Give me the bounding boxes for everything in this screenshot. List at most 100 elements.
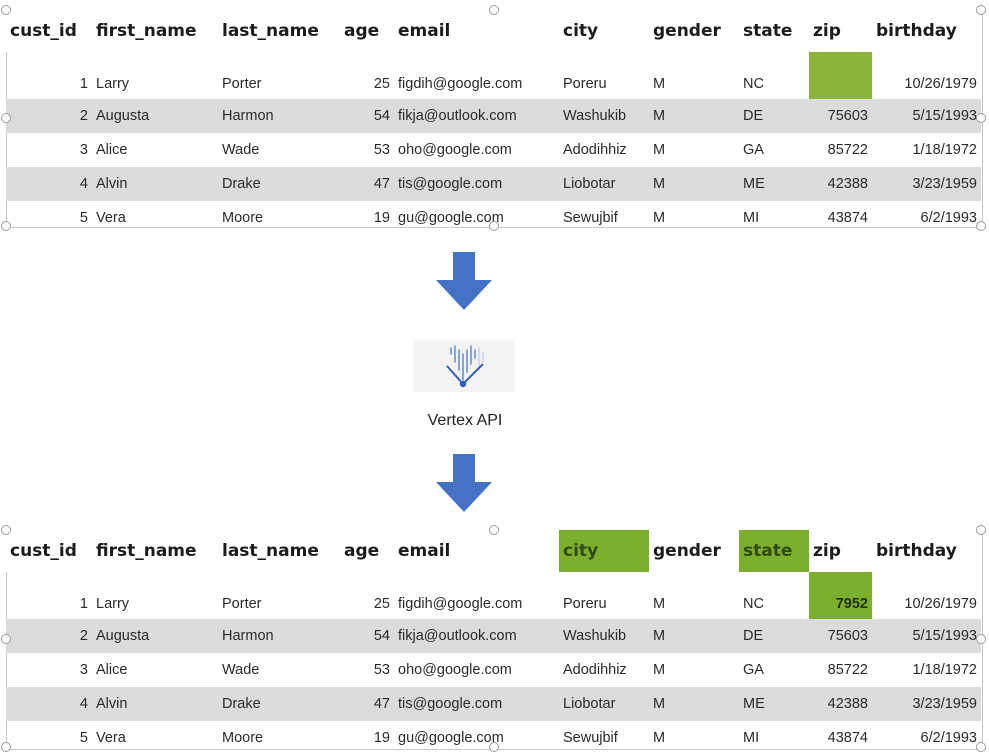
header-first-name: first_name [92, 10, 218, 52]
cell-last-name: Moore [222, 730, 264, 746]
cell-age: 19 [373, 730, 390, 746]
cell-age: 25 [373, 76, 390, 92]
table-row: 1 Larry Porter 25 figdih@google.com Pore… [6, 52, 981, 99]
cell-state: ME [739, 167, 809, 201]
header-birthday: birthday [872, 530, 981, 572]
header-cust-id: cust_id [6, 10, 92, 52]
cell-age: 47 [340, 167, 394, 201]
cell-city: Washukib [559, 99, 649, 133]
cell-zip: 85722 [827, 662, 868, 678]
selection-handle[interactable] [489, 742, 499, 752]
cell-gender: M [649, 167, 739, 201]
selection-handle[interactable] [1, 221, 11, 231]
table-row: 2 Augusta Harmon 54 fikja@outlook.com Wa… [6, 619, 981, 653]
cell-last-name: Wade [222, 142, 260, 158]
selection-handle[interactable] [489, 221, 499, 231]
vertex-api-label: Vertex API [427, 412, 503, 429]
selection-handle[interactable] [1, 634, 11, 644]
cell-gender: M [653, 142, 666, 158]
cell-last-name: Harmon [218, 619, 340, 653]
cell-last-name: Porter [222, 596, 262, 612]
selection-handle[interactable] [489, 525, 499, 535]
cell-age: 25 [373, 596, 390, 612]
cell-email: oho@google.com [398, 662, 512, 678]
cell-age: 47 [340, 687, 394, 721]
cell-first-name: Vera [96, 210, 126, 226]
selection-handle[interactable] [1, 113, 11, 123]
cell-state: GA [743, 662, 764, 678]
header-gender: gender [649, 10, 739, 52]
output-table: cust_id first_name last_name age email c… [6, 530, 981, 755]
cell-state: MI [743, 210, 760, 226]
cell-state: NC [743, 76, 764, 92]
cell-email: oho@google.com [398, 142, 512, 158]
cell-city: Adodihhiz [563, 662, 627, 678]
header-gender: gender [649, 530, 739, 572]
cell-gender: M [653, 596, 666, 612]
header-birthday: birthday [872, 10, 981, 52]
cell-email: tis@google.com [394, 167, 559, 201]
selection-handle[interactable] [1, 525, 11, 535]
cell-last-name: Porter [222, 76, 262, 92]
cell-zip: 75603 [809, 619, 872, 653]
header-row: cust_id first_name last_name age email c… [6, 530, 981, 572]
input-table: cust_id first_name last_name age email c… [6, 10, 981, 235]
cell-email: figdih@google.com [398, 76, 523, 92]
header-zip: zip [809, 530, 872, 572]
cell-zip-imputed: 7952 [809, 572, 872, 619]
cell-cust-id: 3 [79, 662, 88, 678]
cell-gender: M [653, 730, 666, 746]
cell-last-name: Moore [222, 210, 264, 226]
selection-handle[interactable] [976, 634, 986, 644]
cell-cust-id: 2 [6, 99, 92, 133]
cell-first-name: Alvin [92, 167, 218, 201]
table-row: 5 Vera Moore 19 gu@google.com Sewujbif M… [6, 721, 981, 755]
cell-birthday: 10/26/1979 [904, 76, 977, 92]
cell-zip: 43874 [827, 210, 868, 226]
header-email: email [394, 10, 559, 52]
down-arrow-icon [436, 252, 492, 310]
table-row: 5 Vera Moore 19 gu@google.com Sewujbif M… [6, 201, 981, 235]
cell-city: Poreru [563, 596, 607, 612]
cell-birthday: 5/15/1993 [872, 99, 981, 133]
selection-handle[interactable] [976, 525, 986, 535]
cell-city: Poreru [563, 76, 607, 92]
header-row: cust_id first_name last_name age email c… [6, 10, 981, 52]
header-zip: zip [809, 10, 872, 52]
cell-cust-id: 1 [79, 596, 88, 612]
down-arrow-icon [436, 454, 492, 512]
cell-city: Sewujbif [563, 730, 618, 746]
vertex-ai-icon [413, 340, 515, 392]
cell-last-name: Drake [218, 687, 340, 721]
cell-gender: M [653, 210, 666, 226]
cell-first-name: Alvin [92, 687, 218, 721]
cell-cust-id: 1 [79, 76, 88, 92]
table-row: 3 Alice Wade 53 oho@google.com Adodihhiz… [6, 133, 981, 167]
header-city: city [559, 10, 649, 52]
cell-zip: 42388 [809, 687, 872, 721]
table-row: 2 Augusta Harmon 54 fikja@outlook.com Wa… [6, 99, 981, 133]
selection-handle[interactable] [1, 742, 11, 752]
cell-email: gu@google.com [398, 210, 504, 226]
selection-handle[interactable] [976, 5, 986, 15]
cell-first-name: Augusta [92, 99, 218, 133]
cell-cust-id: 5 [79, 210, 88, 226]
cell-city: Adodihhiz [563, 142, 627, 158]
cell-last-name: Harmon [218, 99, 340, 133]
cell-first-name: Augusta [92, 619, 218, 653]
selection-handle[interactable] [489, 5, 499, 15]
cell-email: gu@google.com [398, 730, 504, 746]
header-last-name: last_name [218, 10, 340, 52]
cell-state: NC [743, 596, 764, 612]
cell-age: 54 [340, 619, 394, 653]
cell-city: Sewujbif [563, 210, 618, 226]
cell-gender: M [649, 99, 739, 133]
selection-handle[interactable] [976, 742, 986, 752]
table-row: 1 Larry Porter 25 figdih@google.com Pore… [6, 572, 981, 619]
cell-first-name: Larry [96, 596, 130, 612]
selection-handle[interactable] [976, 221, 986, 231]
cell-city: Washukib [559, 619, 649, 653]
selection-handle[interactable] [1, 5, 11, 15]
selection-handle[interactable] [976, 113, 986, 123]
header-state-highlighted: state [739, 530, 809, 572]
